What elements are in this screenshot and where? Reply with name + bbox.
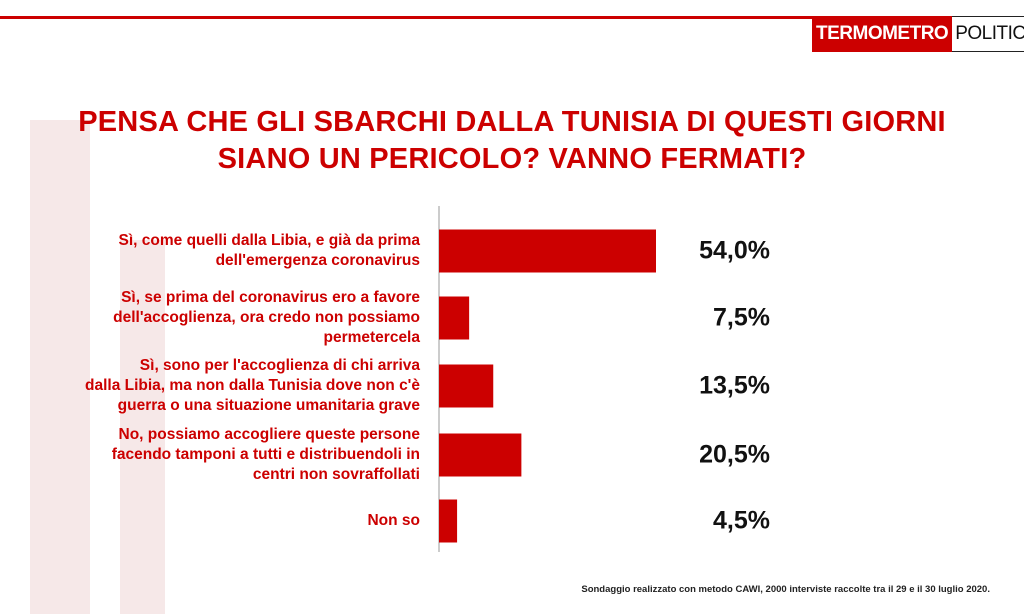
bar-1 xyxy=(439,296,470,340)
value-label-0: 54,0% xyxy=(699,236,770,265)
value-label-4: 4,5% xyxy=(713,506,770,535)
top-rule xyxy=(0,16,1024,19)
category-label-2: Sì, sono per l'accoglienza di chi arriva… xyxy=(20,356,420,416)
category-label-4: Non so xyxy=(20,511,420,531)
category-label-4-line-0: Non so xyxy=(367,512,420,529)
category-label-0-line-1: dell'emergenza coronavirus xyxy=(215,252,420,269)
category-label-0-line-0: Sì, come quelli dalla Libia, e già da pr… xyxy=(118,232,420,249)
bar-4 xyxy=(439,499,458,543)
footnote: Sondaggio realizzato con metodo CAWI, 20… xyxy=(581,584,990,595)
category-label-1-line-0: Sì, se prima del coronavirus ero a favor… xyxy=(121,289,420,306)
chart-title: PENSA CHE GLI SBARCHI DALLA TUNISIA DI Q… xyxy=(20,104,1004,178)
value-label-3: 20,5% xyxy=(699,440,770,469)
category-label-1-line-1: dell'accoglienza, ora credo non possiamo xyxy=(113,309,420,326)
category-label-1-line-2: permetercela xyxy=(323,329,420,346)
category-label-3: No, possiamo accogliere queste persone fa… xyxy=(20,425,420,485)
logo-part-2: POLITICO xyxy=(952,16,1024,52)
category-label-2-line-1: dalla Libia, ma non dalla Tunisia dove n… xyxy=(85,377,420,394)
bar-0 xyxy=(439,229,656,273)
category-label-2-line-2: guerra o una situazione umanitaria grave xyxy=(117,397,420,414)
category-label-3-line-0: No, possiamo accogliere queste persone xyxy=(118,426,421,443)
chart-title-line-1: PENSA CHE GLI SBARCHI DALLA TUNISIA DI Q… xyxy=(78,106,946,138)
value-label-1: 7,5% xyxy=(713,303,770,332)
bar-2 xyxy=(439,364,494,408)
category-label-0: Sì, come quelli dalla Libia, e già da pr… xyxy=(20,231,420,271)
category-label-3-line-2: centri non sovraffollati xyxy=(252,466,420,483)
value-label-2: 13,5% xyxy=(699,371,770,400)
bar-3 xyxy=(439,433,522,477)
category-label-2-line-0: Sì, sono per l'accoglienza di chi arriva xyxy=(139,357,420,374)
logo-part-1: TERMOMETRO xyxy=(812,16,953,52)
category-label-1: Sì, se prima del coronavirus ero a favor… xyxy=(20,288,420,348)
chart-title-line-2: SIANO UN PERICOLO? VANNO FERMATI? xyxy=(217,143,807,175)
category-label-3-line-1: facendo tamponi a tutti e distribuendoli… xyxy=(111,446,420,463)
termometro-politico-logo: TERMOMETRO POLITICO xyxy=(812,16,1024,52)
